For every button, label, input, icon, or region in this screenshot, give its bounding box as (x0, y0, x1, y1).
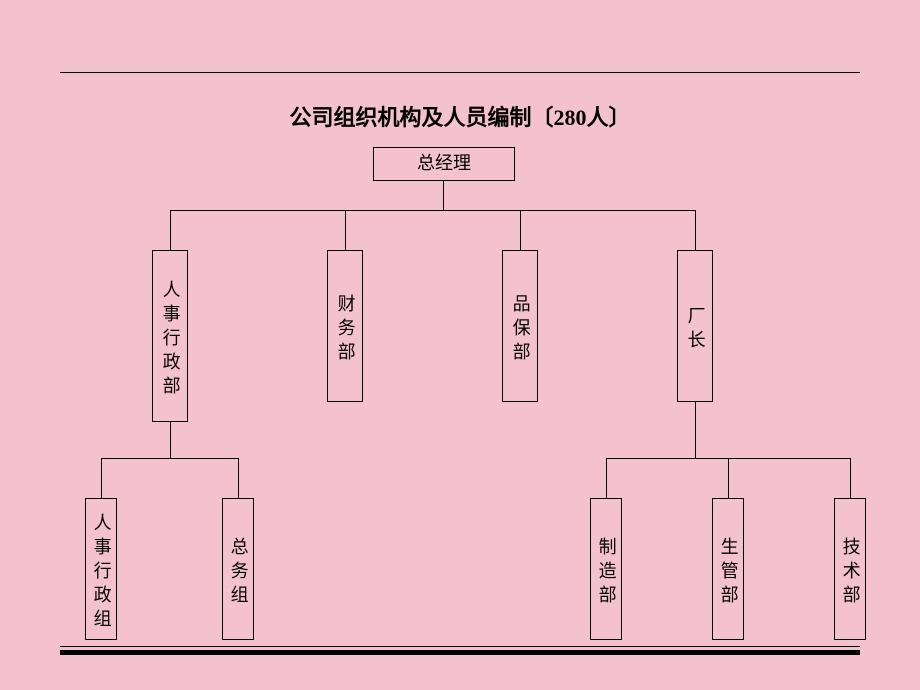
node-tech: 技术部 (834, 498, 866, 640)
node-pmc: 生管部 (712, 498, 744, 640)
node-qa: 品保部 (502, 250, 538, 402)
node-plant: 厂长 (677, 250, 713, 402)
node-root: 总经理 (373, 147, 515, 181)
connector-line (695, 210, 696, 250)
connector-line (170, 422, 171, 458)
top-rule (60, 72, 860, 73)
bottom-rule-thin (60, 646, 860, 647)
node-hrg2: 总务组 (222, 498, 254, 640)
connector-line (695, 402, 696, 458)
node-hr: 人事行政部 (152, 250, 188, 422)
slide: 公司组织机构及人员编制〔280人〕 总经理 人事行政部 财务部 品保部 厂长 人… (0, 0, 920, 690)
node-mfg: 制造部 (590, 498, 622, 640)
chart-title: 公司组织机构及人员编制〔280人〕 (0, 100, 920, 132)
connector-line (606, 458, 607, 498)
connector-line (101, 458, 102, 498)
connector-line (101, 458, 239, 459)
bottom-rule-thick (60, 650, 860, 655)
connector-line (728, 458, 729, 498)
node-fin: 财务部 (327, 250, 363, 402)
connector-line (170, 210, 171, 250)
connector-line (238, 458, 239, 498)
connector-line (520, 210, 521, 250)
connector-line (443, 181, 444, 210)
connector-line (170, 210, 696, 211)
connector-line (850, 458, 851, 498)
connector-line (345, 210, 346, 250)
node-hrg1: 人事行政组 (85, 498, 117, 640)
